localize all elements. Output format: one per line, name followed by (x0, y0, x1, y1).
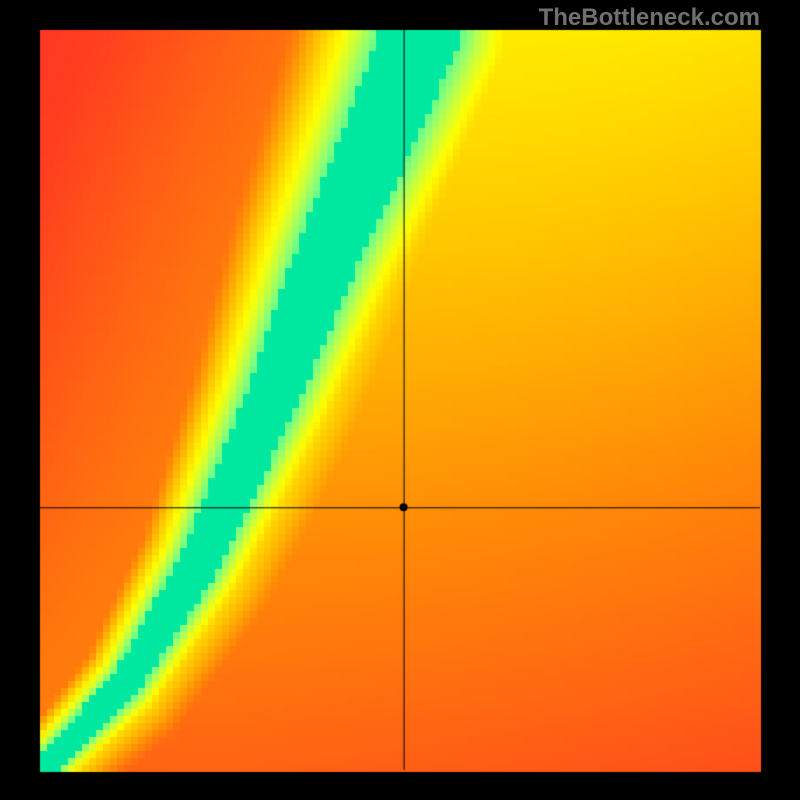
bottleneck-heatmap (0, 0, 800, 800)
chart-container: TheBottleneck.com (0, 0, 800, 800)
watermark-text: TheBottleneck.com (539, 4, 760, 32)
